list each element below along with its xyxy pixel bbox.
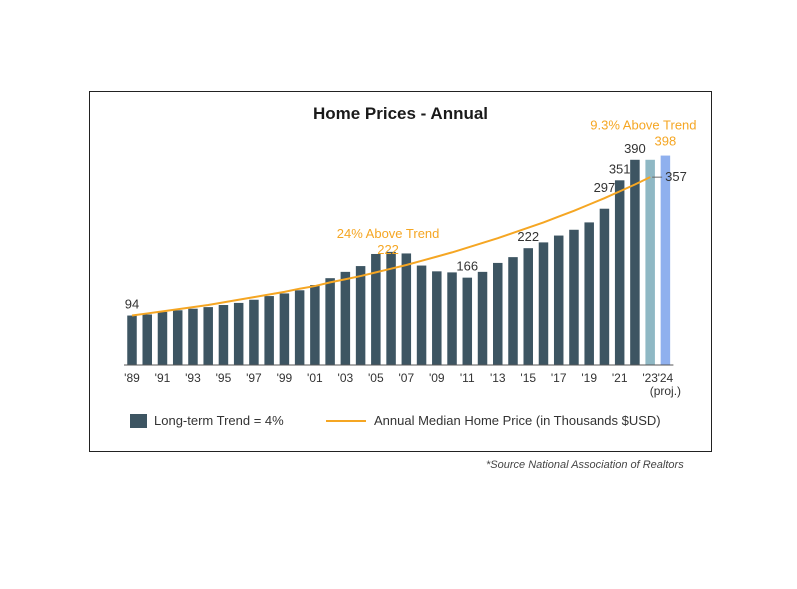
bar-'00	[294, 290, 305, 365]
tick-label-'07: '07	[398, 371, 414, 385]
annotation-1: 24% Above Trend	[337, 226, 440, 241]
chart-title: Home Prices - Annual	[312, 104, 489, 123]
tick-label-'95: '95	[216, 371, 232, 385]
bar-'95	[218, 305, 229, 365]
bar-'03	[340, 271, 351, 365]
bar-'24	[660, 155, 671, 365]
tick-label-'24: '24	[658, 371, 674, 385]
data-label-'22: 390	[624, 141, 646, 156]
bar-'04	[355, 266, 366, 365]
data-label-'20: 297	[594, 180, 616, 195]
bar-'06	[386, 251, 396, 365]
bar-'91	[157, 311, 168, 365]
tick-label-'99: '99	[277, 371, 293, 385]
data-label-'89: 94	[125, 297, 139, 312]
bar-'08	[416, 265, 427, 365]
bar-'15	[523, 248, 533, 365]
tick-label-'93: '93	[185, 371, 201, 385]
data-label-'21: 351	[609, 161, 631, 176]
bar-'20	[599, 208, 610, 365]
bar-'90	[142, 314, 152, 365]
source-note: *Source National Association of Realtors	[486, 459, 684, 471]
bar-'94	[203, 307, 213, 365]
legend-bar-label: Long-term Trend = 4%	[154, 413, 284, 428]
bar-'98	[264, 296, 274, 365]
legend-line-entry: Annual Median Home Price (in Thousands $…	[326, 413, 661, 428]
tick-label-'09: '09	[429, 371, 445, 385]
tick-sublabel: (proj.)	[650, 384, 681, 398]
bar-'97	[249, 299, 259, 365]
bar-'22	[630, 159, 640, 365]
bar-'07	[401, 253, 412, 365]
legend-bar-entry: Long-term Trend = 4%	[130, 413, 284, 428]
bar-'92	[172, 310, 183, 365]
trend-line	[131, 176, 651, 317]
bar-'23	[645, 159, 655, 365]
bar-'21	[614, 180, 625, 365]
bar-'16	[538, 242, 549, 365]
bar-'18	[569, 229, 579, 365]
tick-label-'17: '17	[551, 371, 567, 385]
tick-label-'89: '89	[124, 371, 140, 385]
bar-'96	[233, 302, 244, 365]
bar-'17	[553, 235, 564, 365]
data-label-'23: 357	[665, 169, 687, 184]
tick-label-'91: '91	[155, 371, 171, 385]
bar-'02	[325, 278, 335, 365]
legend-line-swatch	[326, 419, 366, 422]
chart-frame: Home Prices - Annual '89'91'93'95'97'99 '…	[89, 91, 712, 452]
data-label-'24: 398	[655, 134, 677, 149]
tick-label-'15: '15	[520, 371, 536, 385]
chart-plot: '89 '91 '93 '95 '97 '99 '01 '03 '05 '07 '09 '11 '13 '…	[124, 118, 697, 398]
bar-'12	[477, 271, 488, 365]
tick-label-'19: '19	[581, 371, 597, 385]
bar-'10	[447, 272, 457, 365]
bar-'09	[432, 271, 442, 365]
tick-label-'23: '23	[642, 371, 658, 385]
data-label-'11: 166	[456, 259, 478, 274]
bar-'19	[584, 222, 594, 365]
tick-label-'21: '21	[612, 371, 628, 385]
bar-'93	[188, 308, 198, 365]
bar-'14	[508, 257, 518, 365]
bar-'05	[371, 253, 381, 365]
bar-'13	[493, 262, 503, 365]
tick-label-'13: '13	[490, 371, 506, 385]
legend-line-label: Annual Median Home Price (in Thousands $…	[374, 413, 661, 428]
bar-'99	[279, 293, 290, 365]
bar-'89	[127, 315, 137, 365]
bar-'01	[310, 285, 320, 365]
tick-label-'05: '05	[368, 371, 384, 385]
legend-bar-swatch	[130, 413, 147, 428]
data-label-'15: 222	[517, 229, 539, 244]
tick-label-'11: '11	[460, 371, 475, 385]
bar-'11	[462, 277, 473, 365]
data-label-'07: 222	[377, 242, 399, 257]
annotation-2: 9.3% Above Trend	[590, 118, 696, 133]
tick-label-'97: '97	[246, 371, 262, 385]
tick-label-'03: '03	[338, 371, 354, 385]
tick-label-'01: '01	[307, 371, 323, 385]
